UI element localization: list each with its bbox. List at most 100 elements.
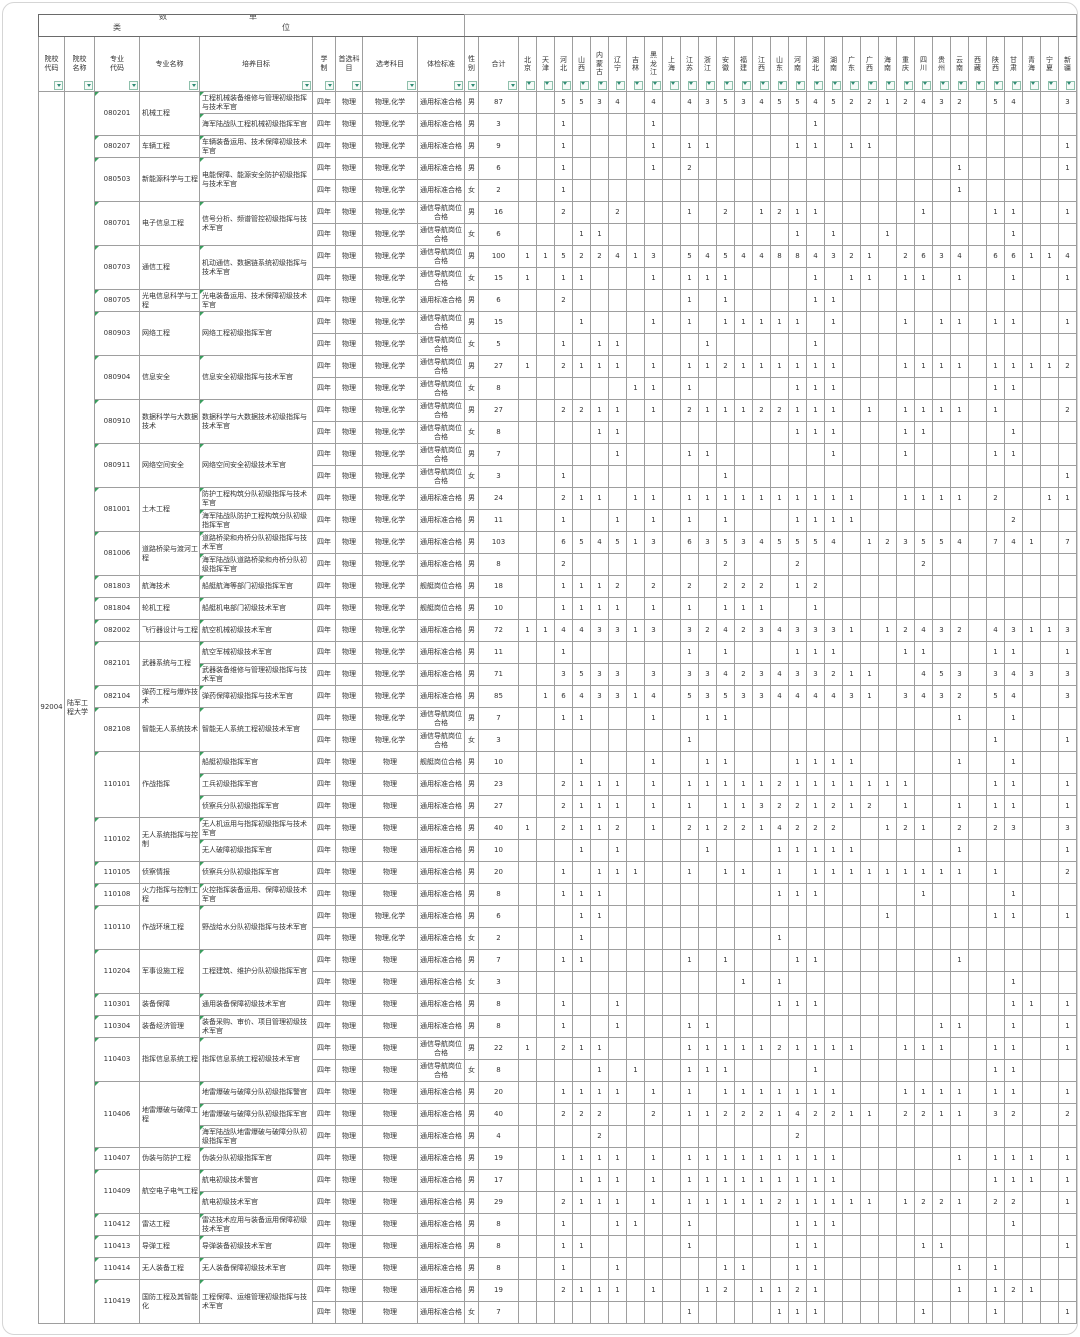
column-header-prov-10: 浙江 [698, 36, 717, 92]
filter-dropdown-icon[interactable] [189, 81, 198, 90]
plan-count-cell-安徽: 4 [716, 663, 735, 686]
plan-count-cell-江苏: 1 [680, 201, 699, 224]
plan-count-cell-西藏 [968, 1147, 987, 1170]
filter-dropdown-icon[interactable] [778, 81, 787, 90]
plan-count-cell-甘肃 [1004, 927, 1023, 950]
filter-dropdown-icon[interactable] [724, 81, 733, 90]
filter-dropdown-icon[interactable] [580, 81, 589, 90]
filter-dropdown-icon[interactable] [129, 81, 138, 90]
major-name-cell: 伪装与防护工程 [139, 1147, 200, 1170]
filter-dropdown-icon[interactable] [688, 81, 697, 90]
filter-dropdown-icon[interactable] [454, 81, 463, 90]
filter-dropdown-icon[interactable] [634, 81, 643, 90]
plan-count-cell-浙江: 1 [698, 135, 717, 158]
chevron-down-icon [923, 82, 927, 85]
filter-dropdown-icon[interactable] [706, 81, 715, 90]
filter-dropdown-icon[interactable] [850, 81, 859, 90]
first-subject-cell: 物理 [335, 795, 363, 818]
gender-cell: 男 [464, 795, 479, 818]
filter-dropdown-icon[interactable] [598, 81, 607, 90]
plan-count-cell-广东 [842, 707, 861, 730]
filter-dropdown-icon[interactable] [508, 81, 517, 90]
plan-count-cell-云南 [950, 971, 969, 994]
plan-count-cell-甘肃: 1 [1004, 641, 1023, 664]
plan-count-cell-甘肃: 1 [1004, 993, 1023, 1016]
filter-dropdown-icon[interactable] [976, 81, 985, 90]
plan-count-cell-湖北: 1 [806, 861, 825, 884]
filter-dropdown-icon[interactable] [814, 81, 823, 90]
duration-cell: 四年 [312, 795, 336, 818]
filter-dropdown-icon[interactable] [994, 81, 1003, 90]
filter-dropdown-icon[interactable] [352, 81, 361, 90]
plan-count-cell-江西 [752, 971, 771, 994]
plan-count-cell-河北: 1 [554, 949, 573, 972]
filter-dropdown-icon[interactable] [302, 81, 311, 90]
plan-count-cell-湖南: 4 [824, 685, 843, 708]
plan-count-cell-山西: 1 [572, 1191, 591, 1214]
filter-dropdown-icon[interactable] [616, 81, 625, 90]
filter-dropdown-icon[interactable] [760, 81, 769, 90]
medical-standard-cell: 通信导航岗位合格 [417, 465, 465, 488]
plan-count-cell-海南 [878, 1037, 897, 1060]
elective-subject-cell: 物理,化学 [362, 465, 418, 488]
plan-count-cell-陕西: 1 [986, 1081, 1005, 1104]
filter-dropdown-icon[interactable] [886, 81, 895, 90]
filter-dropdown-icon[interactable] [54, 81, 63, 90]
table-wrapper: 类数别单量位院校代码院校名称专业代码专业名称培养目标学制首选科目选考科目体检标准… [38, 14, 1077, 1324]
plan-count-cell-湖南: 1 [824, 223, 843, 246]
filter-dropdown-icon[interactable] [1066, 81, 1075, 90]
filter-dropdown-icon[interactable] [868, 81, 877, 90]
filter-dropdown-icon[interactable] [940, 81, 949, 90]
filter-dropdown-icon[interactable] [670, 81, 679, 90]
gender-cell: 男 [464, 487, 479, 510]
plan-count-cell-吉林 [626, 663, 645, 686]
plan-count-cell-甘肃: 3 [1004, 619, 1023, 642]
duration-cell: 四年 [312, 443, 336, 466]
elective-subject-cell: 物理,化学 [362, 421, 418, 444]
plan-count-cell-内蒙古 [590, 1213, 609, 1236]
plan-count-cell-广西 [860, 927, 879, 950]
plan-count-cell-云南 [950, 333, 969, 356]
elective-subject-cell: 物理,化学 [362, 663, 418, 686]
filter-dropdown-icon[interactable] [652, 81, 661, 90]
plan-count-cell-重庆: 1 [896, 641, 915, 664]
filter-dropdown-icon[interactable] [796, 81, 805, 90]
filter-dropdown-icon[interactable] [1048, 81, 1057, 90]
filter-dropdown-icon[interactable] [832, 81, 841, 90]
total-count-cell: 19 [478, 1279, 519, 1302]
filter-dropdown-icon[interactable] [407, 81, 416, 90]
plan-count-cell-上海 [662, 1125, 681, 1148]
filter-dropdown-icon[interactable] [904, 81, 913, 90]
plan-count-cell-湖北: 4 [806, 91, 825, 114]
first-subject-cell: 物理 [335, 773, 363, 796]
filter-dropdown-icon[interactable] [468, 81, 477, 90]
plan-count-cell-西藏 [968, 179, 987, 202]
plan-count-cell-河南 [788, 179, 807, 202]
plan-count-cell-安徽 [716, 157, 735, 180]
plan-count-cell-湖南: 1 [824, 399, 843, 422]
filter-dropdown-icon[interactable] [1030, 81, 1039, 90]
medical-standard-cell: 通用标准合格 [417, 685, 465, 708]
total-count-cell: 22 [478, 1037, 519, 1060]
filter-dropdown-icon[interactable] [958, 81, 967, 90]
plan-count-cell-黑龙江: 1 [644, 377, 663, 400]
filter-dropdown-icon[interactable] [922, 81, 931, 90]
plan-count-cell-吉林 [626, 641, 645, 664]
filter-dropdown-icon[interactable] [1012, 81, 1021, 90]
plan-count-cell-河北 [554, 1125, 573, 1148]
filter-dropdown-icon[interactable] [562, 81, 571, 90]
first-subject-cell: 物理 [335, 1213, 363, 1236]
filter-dropdown-icon[interactable] [325, 81, 334, 90]
filter-dropdown-icon[interactable] [742, 81, 751, 90]
gender-cell: 男 [464, 113, 479, 136]
plan-count-cell-辽宁: 1 [608, 333, 627, 356]
filter-dropdown-icon[interactable] [84, 81, 93, 90]
plan-count-cell-江西: 1 [752, 311, 771, 334]
filter-dropdown-icon[interactable] [544, 81, 553, 90]
chevron-down-icon [1013, 82, 1017, 85]
first-subject-cell: 物理 [335, 1015, 363, 1038]
filter-dropdown-icon[interactable] [526, 81, 535, 90]
plan-count-cell-河南: 1 [788, 509, 807, 532]
plan-count-cell-宁夏 [1040, 1037, 1059, 1060]
plan-count-cell-宁夏 [1040, 729, 1059, 752]
